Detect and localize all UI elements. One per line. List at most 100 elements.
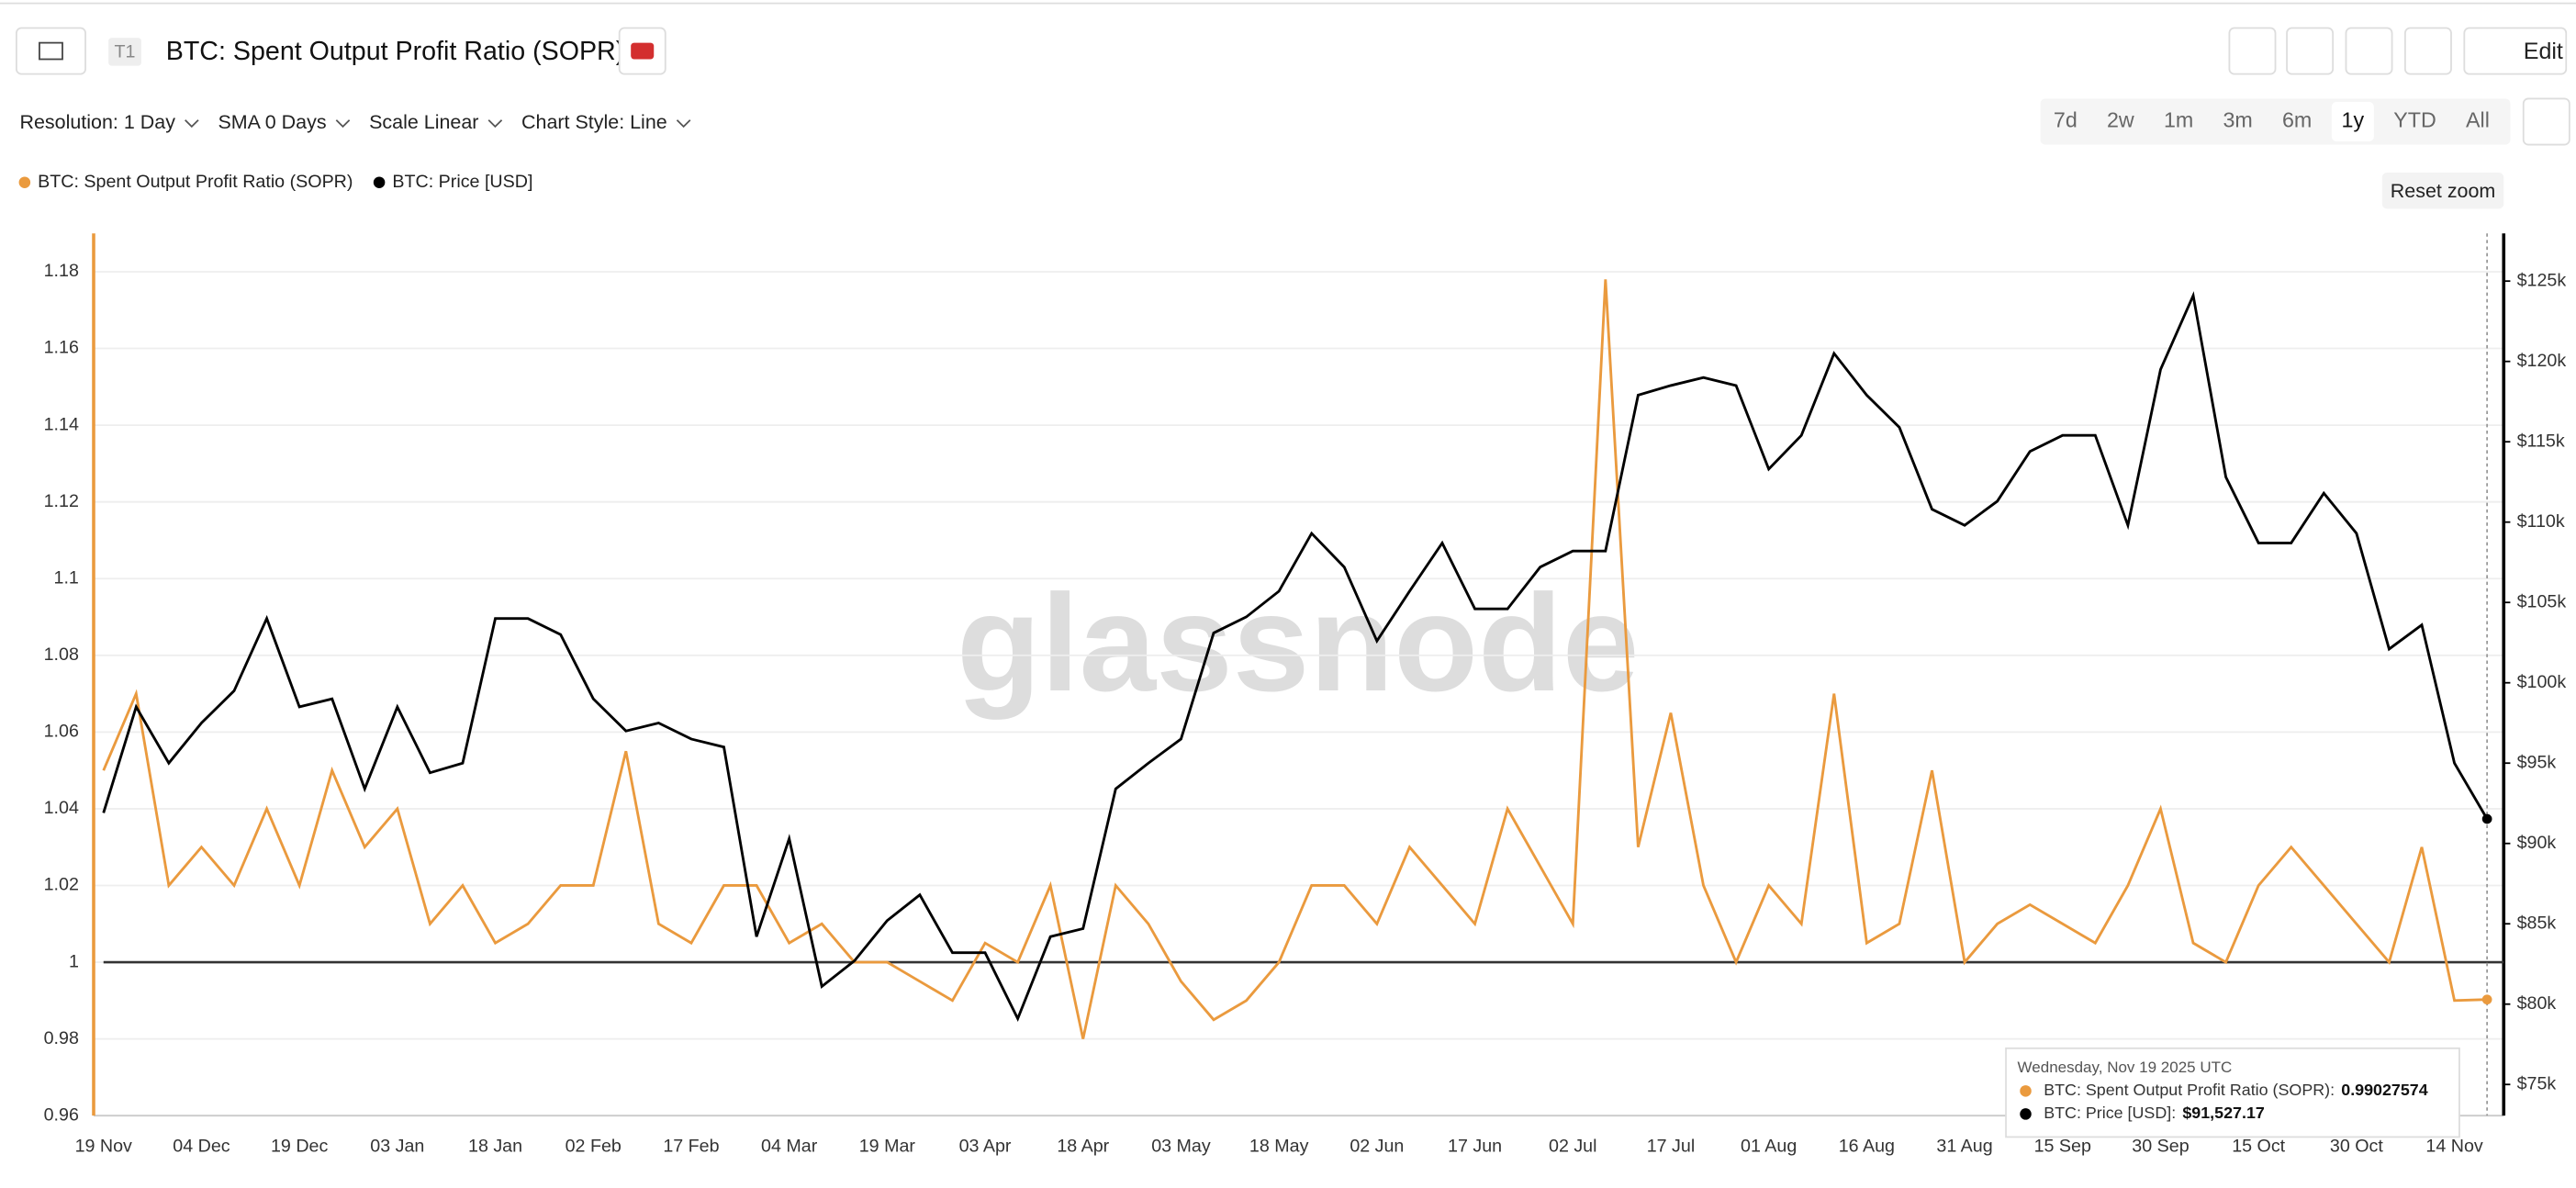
y2-tick-label: $100k	[2517, 672, 2567, 692]
y-tick-label: 1	[69, 951, 79, 971]
tooltip-marker	[2020, 1085, 2032, 1097]
tooltip-box	[2005, 1047, 2460, 1138]
x-tick-label: 03 May	[1151, 1136, 1211, 1156]
range-button[interactable]: 3m	[2213, 102, 2263, 141]
plot: 0.96 0.98 1 1.02 1.04 1.06 1.08 1.1 1.12 1.14 1.16…	[44, 233, 2567, 1156]
range-button[interactable]: 1y	[2331, 102, 2374, 141]
page-title: BTC: Spent Output Profit Ratio (SOPR)	[166, 37, 625, 66]
range-button[interactable]: All	[2456, 102, 2499, 141]
y-tick-label: 1.16	[44, 338, 79, 358]
x-tick-label: 30 Sep	[2132, 1136, 2189, 1156]
y2-tick-label: $110k	[2517, 511, 2565, 532]
y2-tick-label: $75k	[2517, 1073, 2557, 1093]
x-tick-label: 31 Aug	[1936, 1136, 1992, 1156]
legend-label: BTC: Price [USD]	[392, 172, 532, 192]
reset-zoom-button[interactable]	[2381, 172, 2504, 209]
range-label: 1m	[2164, 108, 2193, 132]
last-point	[2481, 813, 2492, 824]
range-label: 6m	[2282, 108, 2312, 132]
y-tick-label: 1.12	[44, 491, 79, 511]
range-button[interactable]: YTD	[2384, 102, 2447, 141]
edit-label: Edit	[2524, 39, 2563, 64]
y-tick-label: 0.98	[44, 1028, 79, 1048]
range-button[interactable]: 7d	[2044, 102, 2087, 141]
legend-label: BTC: Spent Output Profit Ratio (SOPR)	[38, 172, 353, 192]
tooltip-name: BTC: Price [USD]:	[2044, 1104, 2176, 1122]
x-tick-label: 02 Jun	[1350, 1136, 1404, 1156]
x-tick-label: 15 Oct	[2232, 1136, 2285, 1156]
range-button[interactable]: 1m	[2154, 102, 2203, 141]
y-tick-label: 0.96	[44, 1104, 79, 1125]
y2-tick-label: $115k	[2517, 431, 2565, 451]
x-tick-label: 19 Mar	[859, 1136, 916, 1156]
y-tick-label: 1.18	[44, 261, 79, 281]
x-tick-label: 19 Nov	[75, 1136, 132, 1156]
last-point	[2481, 994, 2492, 1005]
edit-button[interactable]	[2463, 27, 2568, 75]
x-tick-label: 03 Apr	[959, 1136, 1012, 1156]
tooltip-marker	[2020, 1108, 2032, 1120]
x-tick-label: 18 May	[1249, 1136, 1309, 1156]
y2-tick-label: $105k	[2517, 591, 2567, 611]
share-button[interactable]	[2345, 27, 2393, 75]
y-tick-label: 1.08	[44, 644, 79, 665]
x-tick-label: 14 Nov	[2425, 1136, 2482, 1156]
range-label: All	[2466, 108, 2490, 132]
star-button[interactable]	[2228, 27, 2277, 75]
y2-tick-label: $85k	[2517, 913, 2557, 933]
x-tick-label: 04 Dec	[173, 1136, 230, 1156]
x-tick-label: 04 Mar	[761, 1136, 818, 1156]
tooltip-title: Wednesday, Nov 19 2025 UTC	[2018, 1059, 2233, 1076]
y-tick-label: 1.04	[44, 798, 79, 818]
alert-button[interactable]	[2286, 27, 2335, 75]
legend: BTC: Spent Output Profit Ratio (SOPR) BTC…	[18, 172, 532, 192]
control-label[interactable]: Chart Style: Line	[521, 111, 667, 133]
y2-tick-label: $90k	[2517, 833, 2557, 853]
y2-tick-label: $95k	[2517, 752, 2557, 772]
calendar-button[interactable]	[2522, 97, 2570, 146]
range-button[interactable]: 6m	[2272, 102, 2322, 141]
dropdown-caret	[676, 119, 691, 129]
tooltip-name: BTC: Spent Output Profit Ratio (SOPR):	[2044, 1081, 2335, 1099]
control-label[interactable]: Scale Linear	[369, 111, 478, 133]
reset-zoom-label: Reset zoom	[2391, 180, 2496, 202]
x-tick-label: 16 Aug	[1839, 1136, 1895, 1156]
control-label[interactable]: SMA 0 Days	[218, 111, 326, 133]
x-tick-label: 02 Feb	[566, 1136, 622, 1156]
x-tick-label: 02 Jul	[1549, 1136, 1597, 1156]
series-line	[102, 291, 2489, 1022]
y2-tick-label: $120k	[2517, 351, 2567, 371]
tooltip-value: 0.99027574	[2341, 1081, 2427, 1099]
dropdown-caret	[185, 119, 199, 129]
range-label: YTD	[2393, 108, 2436, 132]
range-bar	[2040, 98, 2511, 145]
y-tick-label: 1.06	[44, 722, 79, 742]
x-tick-label: 17 Feb	[663, 1136, 719, 1156]
control-label[interactable]: Resolution: 1 Day	[19, 111, 175, 133]
x-tick-label: 19 Dec	[271, 1136, 328, 1156]
y-tick-label: 1.02	[44, 875, 79, 895]
series-line	[102, 279, 2488, 1039]
x-tick-label: 18 Jan	[468, 1136, 522, 1156]
range-label: 2w	[2107, 108, 2134, 132]
range-label: 3m	[2223, 108, 2252, 132]
range-button[interactable]: 2w	[2097, 102, 2144, 141]
tooltip: Wednesday, Nov 19 2025 UTC BTC: Spent Ou…	[2005, 1047, 2460, 1138]
x-tick-label: 15 Sep	[2034, 1136, 2091, 1156]
copy-button[interactable]	[2403, 27, 2452, 75]
tab-badge	[108, 38, 141, 66]
x-tick-label: 01 Aug	[1741, 1136, 1797, 1156]
x-tick-label: 17 Jun	[1448, 1136, 1502, 1156]
watermark: glassnode	[957, 566, 1639, 720]
y2-tick-label: $125k	[2517, 270, 2567, 290]
sidebar-toggle[interactable]	[16, 27, 86, 75]
y-tick-label: 1.14	[44, 414, 79, 434]
tab-label: T1	[115, 42, 136, 62]
dropdown-caret	[487, 119, 503, 129]
range-label: 7d	[2054, 108, 2078, 132]
legend-marker	[373, 176, 386, 188]
range-label: 1y	[2342, 108, 2365, 132]
x-tick-label: 17 Jul	[1647, 1136, 1695, 1156]
dropdown-caret	[335, 119, 351, 129]
